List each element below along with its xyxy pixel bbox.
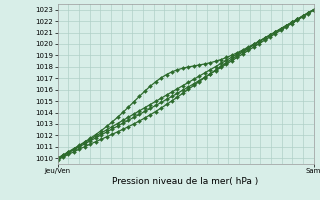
X-axis label: Pression niveau de la mer( hPa ): Pression niveau de la mer( hPa ) <box>112 177 259 186</box>
